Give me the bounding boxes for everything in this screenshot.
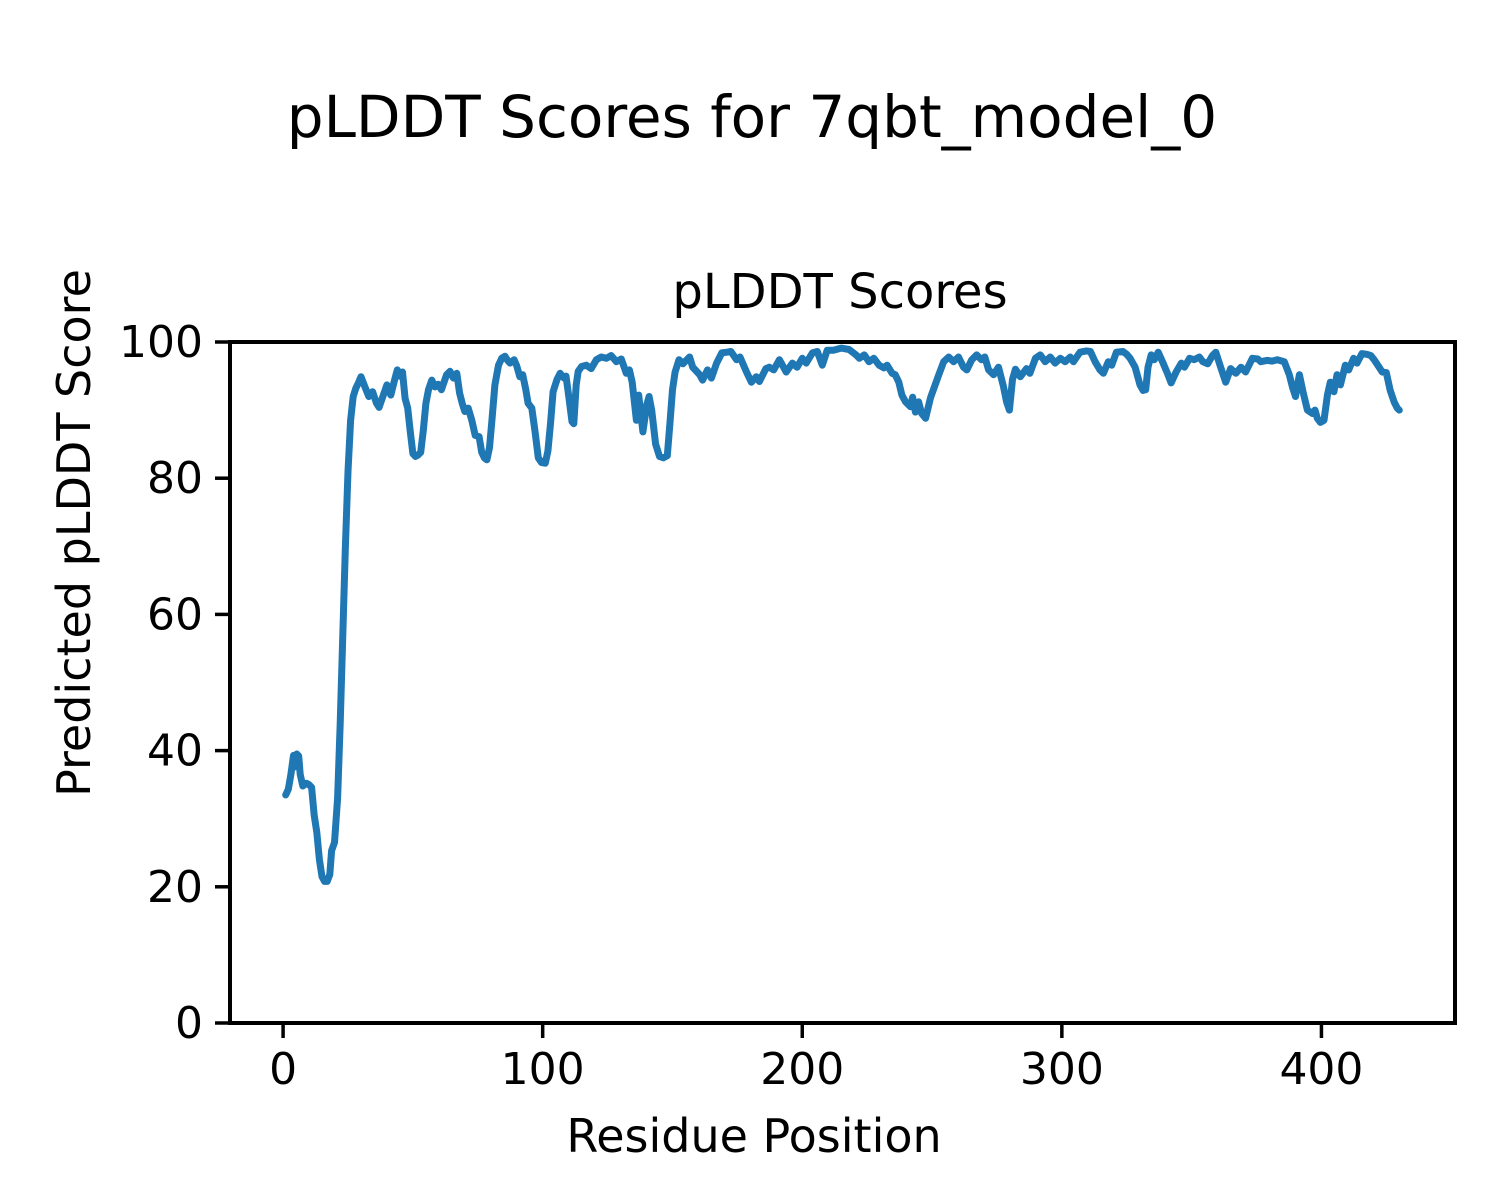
y-tick-label: 20 <box>147 862 203 913</box>
plddt-line <box>282 344 1403 885</box>
y-tick-label: 100 <box>119 317 203 368</box>
y-tick-label: 0 <box>175 998 203 1049</box>
axes-title: pLDDT Scores <box>672 264 1008 320</box>
y-tick-label: 60 <box>147 589 203 640</box>
y-axis-label: Predicted pLDDT Score <box>47 269 101 797</box>
y-tick-label: 80 <box>147 453 203 504</box>
x-axis-label: Residue Position <box>566 1109 942 1163</box>
figure-title: pLDDT Scores for 7qbt_model_0 <box>286 83 1218 151</box>
x-tick-label: 200 <box>760 1044 844 1095</box>
y-tick-label: 40 <box>147 726 203 777</box>
x-tick-label: 100 <box>501 1044 585 1095</box>
x-tick-label: 0 <box>269 1044 297 1095</box>
axes-frame <box>228 340 1457 1025</box>
x-tick-label: 400 <box>1279 1044 1363 1095</box>
x-tick-label: 300 <box>1020 1044 1104 1095</box>
